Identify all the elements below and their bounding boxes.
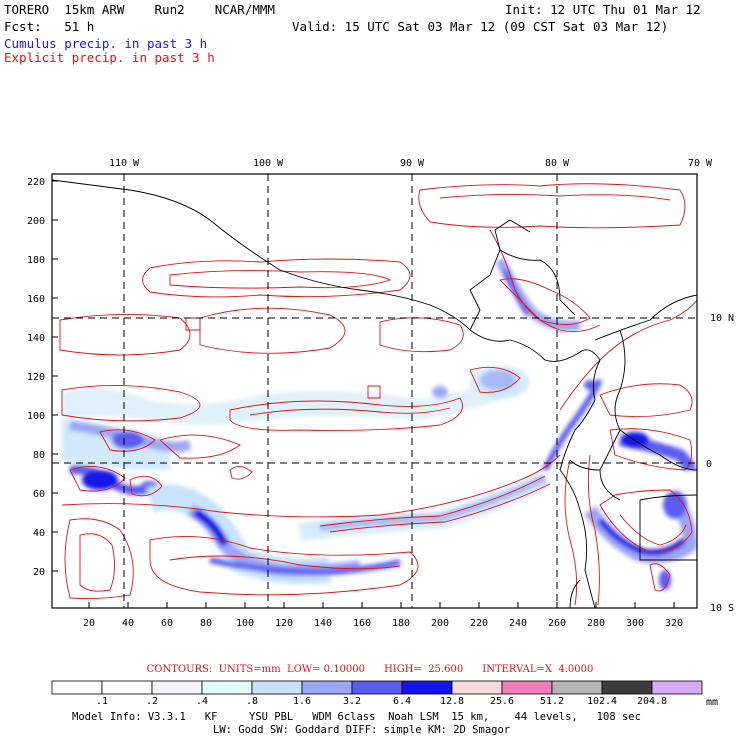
colorbar-swatch — [351, 680, 403, 695]
map-frame — [51, 173, 698, 609]
colorbar-swatch — [101, 680, 153, 695]
y-tick: 180 — [27, 255, 45, 266]
bottom-axis: 20 40 60 80 100 120 140 160 180 200 220 … — [83, 618, 683, 629]
forecast-hour: Fcst: 51 h — [4, 19, 95, 34]
colorbar-swatch — [601, 680, 653, 695]
x-tick: 100 — [236, 618, 254, 629]
x-tick: 320 — [665, 618, 683, 629]
x-tick: 180 — [392, 618, 410, 629]
colorbar-swatch — [201, 680, 253, 695]
y-tick: 140 — [27, 333, 45, 344]
x-tick: 140 — [314, 618, 332, 629]
colorbar-unit: mm — [706, 697, 718, 708]
colorbar-label: .1 — [96, 696, 108, 707]
x-tick: 220 — [470, 618, 488, 629]
lon-label-70w: 70 W — [688, 158, 713, 169]
contours-info: CONTOURS: UNITS=mm LOW= 0.10000 HIGH= 25… — [146, 664, 594, 675]
colorbar-label: 51.2 — [540, 696, 564, 707]
left-axis: 220 200 180 160 140 120 100 80 60 40 20 — [27, 177, 45, 578]
lat-label-10s: 10 S — [710, 603, 734, 614]
x-tick: 80 — [200, 618, 212, 629]
lat-label-10n: 10 N — [710, 313, 734, 324]
lat-label-0: 0 — [706, 459, 712, 470]
x-tick: 20 — [83, 618, 95, 629]
model-info: Model Info: V3.3.1 KF YSU PBL WDM 6class… — [72, 711, 641, 723]
y-tick: 80 — [33, 450, 45, 461]
graticule — [52, 174, 697, 608]
colorbar-label: 25.6 — [490, 696, 514, 707]
x-tick: 260 — [548, 618, 566, 629]
tick-marks — [52, 180, 675, 608]
valid-time: Valid: 15 UTC Sat 03 Mar 12 (09 CST Sat … — [292, 19, 669, 34]
x-tick: 200 — [431, 618, 449, 629]
y-tick: 100 — [27, 411, 45, 422]
colorbar-label: 204.8 — [637, 696, 667, 707]
colorbar-label: 12.8 — [440, 696, 464, 707]
colorbar-labels: .1 .2 .4 .8 1.6 3.2 6.4 12.8 25.6 51.2 102.4 204.8 — [96, 696, 667, 707]
colorbar-label: .4 — [196, 696, 208, 707]
colorbar-swatch — [451, 680, 503, 695]
lon-label-90w: 90 W — [400, 158, 425, 169]
y-tick: 60 — [33, 489, 45, 500]
y-tick: 220 — [27, 177, 45, 188]
cumulus-precip-shading — [62, 257, 697, 590]
init-time: Init: 12 UTC Thu 01 Mar 12 — [505, 2, 701, 17]
colorbar-swatch — [51, 680, 103, 695]
colorbar-label: 6.4 — [393, 696, 411, 707]
x-tick: 240 — [509, 618, 527, 629]
x-tick: 120 — [275, 618, 293, 629]
y-tick: 200 — [27, 216, 45, 227]
colorbar-label: 3.2 — [343, 696, 361, 707]
explicit-legend: Explicit precip. in past 3 h — [4, 50, 215, 65]
colorbar — [51, 680, 703, 695]
colorbar-swatch — [551, 680, 603, 695]
explicit-precip-contours — [59, 183, 697, 606]
colorbar-label: 1.6 — [293, 696, 311, 707]
lon-label-110w: 110 W — [109, 158, 140, 169]
x-tick: 300 — [626, 618, 644, 629]
colorbar-swatch — [301, 680, 353, 695]
x-tick: 60 — [161, 618, 173, 629]
coastlines — [52, 179, 697, 608]
y-tick: 120 — [27, 372, 45, 383]
y-tick: 40 — [33, 528, 45, 539]
x-tick: 40 — [122, 618, 134, 629]
lon-label-80w: 80 W — [545, 158, 570, 169]
y-tick: 160 — [27, 294, 45, 305]
colorbar-swatch — [151, 680, 203, 695]
x-tick: 280 — [587, 618, 605, 629]
lon-label-100w: 100 W — [253, 158, 284, 169]
colorbar-swatch — [651, 680, 703, 695]
colorbar-swatch — [501, 680, 553, 695]
cumulus-legend: Cumulus precip. in past 3 h — [4, 36, 208, 51]
x-tick: 160 — [353, 618, 371, 629]
colorbar-label: .2 — [146, 696, 158, 707]
model-title: TORERO 15km ARW Run2 NCAR/MMM — [4, 2, 275, 17]
colorbar-label: 102.4 — [587, 696, 617, 707]
colorbar-swatch — [251, 680, 303, 695]
model-physics: LW: Godd SW: Goddard DIFF: simple KM: 2D… — [213, 724, 511, 736]
colorbar-label: .8 — [246, 696, 258, 707]
colorbar-swatch — [401, 680, 453, 695]
y-tick: 20 — [33, 567, 45, 578]
